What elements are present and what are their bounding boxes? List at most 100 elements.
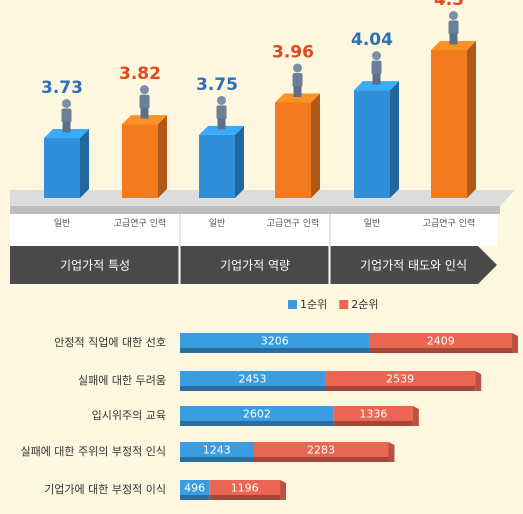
figure-body xyxy=(216,105,227,120)
bar xyxy=(354,90,390,198)
bar-top xyxy=(122,115,167,125)
bar-segment-edge xyxy=(180,386,326,391)
bar-end xyxy=(412,406,419,426)
bar-segment-edge xyxy=(333,421,413,426)
bar-segment xyxy=(180,442,254,457)
category-label: 안정적 직업에 대한 선호 xyxy=(54,336,166,349)
bar xyxy=(431,50,467,198)
figure-head xyxy=(372,51,381,61)
figure-head xyxy=(293,63,302,73)
category-label: 고급연구 인력 xyxy=(422,219,476,229)
bar-end xyxy=(388,442,395,462)
bar-side xyxy=(311,93,320,198)
category-label: 일반 xyxy=(208,219,226,229)
value-label: 4.3 xyxy=(434,0,464,10)
category-label: 일반 xyxy=(363,219,381,229)
figure-body xyxy=(371,60,382,75)
value-label: 3.82 xyxy=(119,64,161,84)
category-label: 입시위주의 교육 xyxy=(92,409,166,422)
value-label: 3.73 xyxy=(41,78,83,98)
value-label: 4.04 xyxy=(351,30,393,50)
bar-segment-edge xyxy=(209,495,281,500)
bar-top xyxy=(354,81,399,91)
bar-top xyxy=(199,125,244,135)
bar-side xyxy=(80,129,89,198)
category-label: 일반 xyxy=(53,219,71,229)
figure-head xyxy=(140,85,149,95)
bar-segment xyxy=(369,333,512,348)
bar-segment-edge xyxy=(325,386,476,391)
bar-segment xyxy=(209,480,281,495)
group-label: 기업가적 역량 xyxy=(220,259,290,273)
figure-body xyxy=(292,72,303,87)
value-label: 2539 xyxy=(386,373,414,386)
group-label: 기업가적 태도와 인식 xyxy=(360,259,467,273)
bar-top xyxy=(44,129,89,138)
figure-body xyxy=(448,20,459,35)
legend-swatch xyxy=(339,300,349,309)
bar-side xyxy=(467,41,476,198)
banner xyxy=(10,246,497,284)
value-label: 3206 xyxy=(261,335,289,348)
bar xyxy=(275,102,311,198)
bar xyxy=(44,138,80,198)
bar-segment xyxy=(253,442,389,457)
bar-segment-edge xyxy=(180,457,254,462)
bar-segment-edge xyxy=(253,457,389,462)
bar-segment-edge xyxy=(180,495,210,500)
figure-head xyxy=(217,95,226,105)
value-label: 2283 xyxy=(307,444,335,457)
category-label: 고급연구 인력 xyxy=(266,219,320,229)
bar-segment xyxy=(180,371,326,386)
bar-segment xyxy=(333,406,413,421)
category-label: 실패에 대한 두려움 xyxy=(78,374,166,387)
bar-side xyxy=(235,125,244,198)
figure-legs xyxy=(449,33,458,45)
bar-end xyxy=(512,333,518,353)
bar-end xyxy=(475,371,482,391)
figure-legs xyxy=(217,118,226,130)
figure-legs xyxy=(293,85,302,97)
bar-side xyxy=(158,115,167,198)
platform-front xyxy=(10,206,500,214)
value-label: 2409 xyxy=(427,335,455,348)
bar-segment-edge xyxy=(180,421,334,426)
bar-top xyxy=(431,41,476,50)
figure-legs xyxy=(62,121,71,133)
legend-label: 2순위 xyxy=(351,298,378,311)
figure-legs xyxy=(372,73,381,85)
value-label: 1196 xyxy=(231,482,259,495)
bar-segment xyxy=(180,406,334,421)
figure-legs xyxy=(140,107,149,119)
bar-side xyxy=(390,81,399,198)
value-label: 496 xyxy=(184,482,205,495)
value-label: 1336 xyxy=(359,408,387,421)
value-label: 3.75 xyxy=(196,75,238,95)
group-label: 기업가적 특성 xyxy=(60,259,130,273)
figure-body xyxy=(61,108,72,123)
figure-head xyxy=(449,11,458,20)
label-area xyxy=(10,214,497,246)
bar xyxy=(122,124,158,198)
bar-segment xyxy=(325,371,476,386)
figure-head xyxy=(62,99,71,108)
bar-end xyxy=(280,480,287,500)
category-label: 실패에 대한 주위의 부정적 인식 xyxy=(20,445,166,458)
bar-segment xyxy=(180,333,370,348)
bar xyxy=(199,134,235,198)
category-label: 기업가에 대한 부정적 이식 xyxy=(44,483,166,496)
legend-swatch xyxy=(288,300,297,309)
value-label: 3.96 xyxy=(272,42,314,62)
category-label: 고급연구 인력 xyxy=(113,219,167,229)
legend-label: 1순위 xyxy=(300,298,327,311)
figure-body xyxy=(139,94,150,109)
bar-segment-edge xyxy=(180,348,370,353)
value-label: 2453 xyxy=(239,373,267,386)
bar-segment-edge xyxy=(369,348,512,353)
value-label: 1243 xyxy=(203,444,231,457)
value-label: 2602 xyxy=(243,408,271,421)
bar-top xyxy=(275,93,320,103)
bar-segment xyxy=(180,480,210,495)
